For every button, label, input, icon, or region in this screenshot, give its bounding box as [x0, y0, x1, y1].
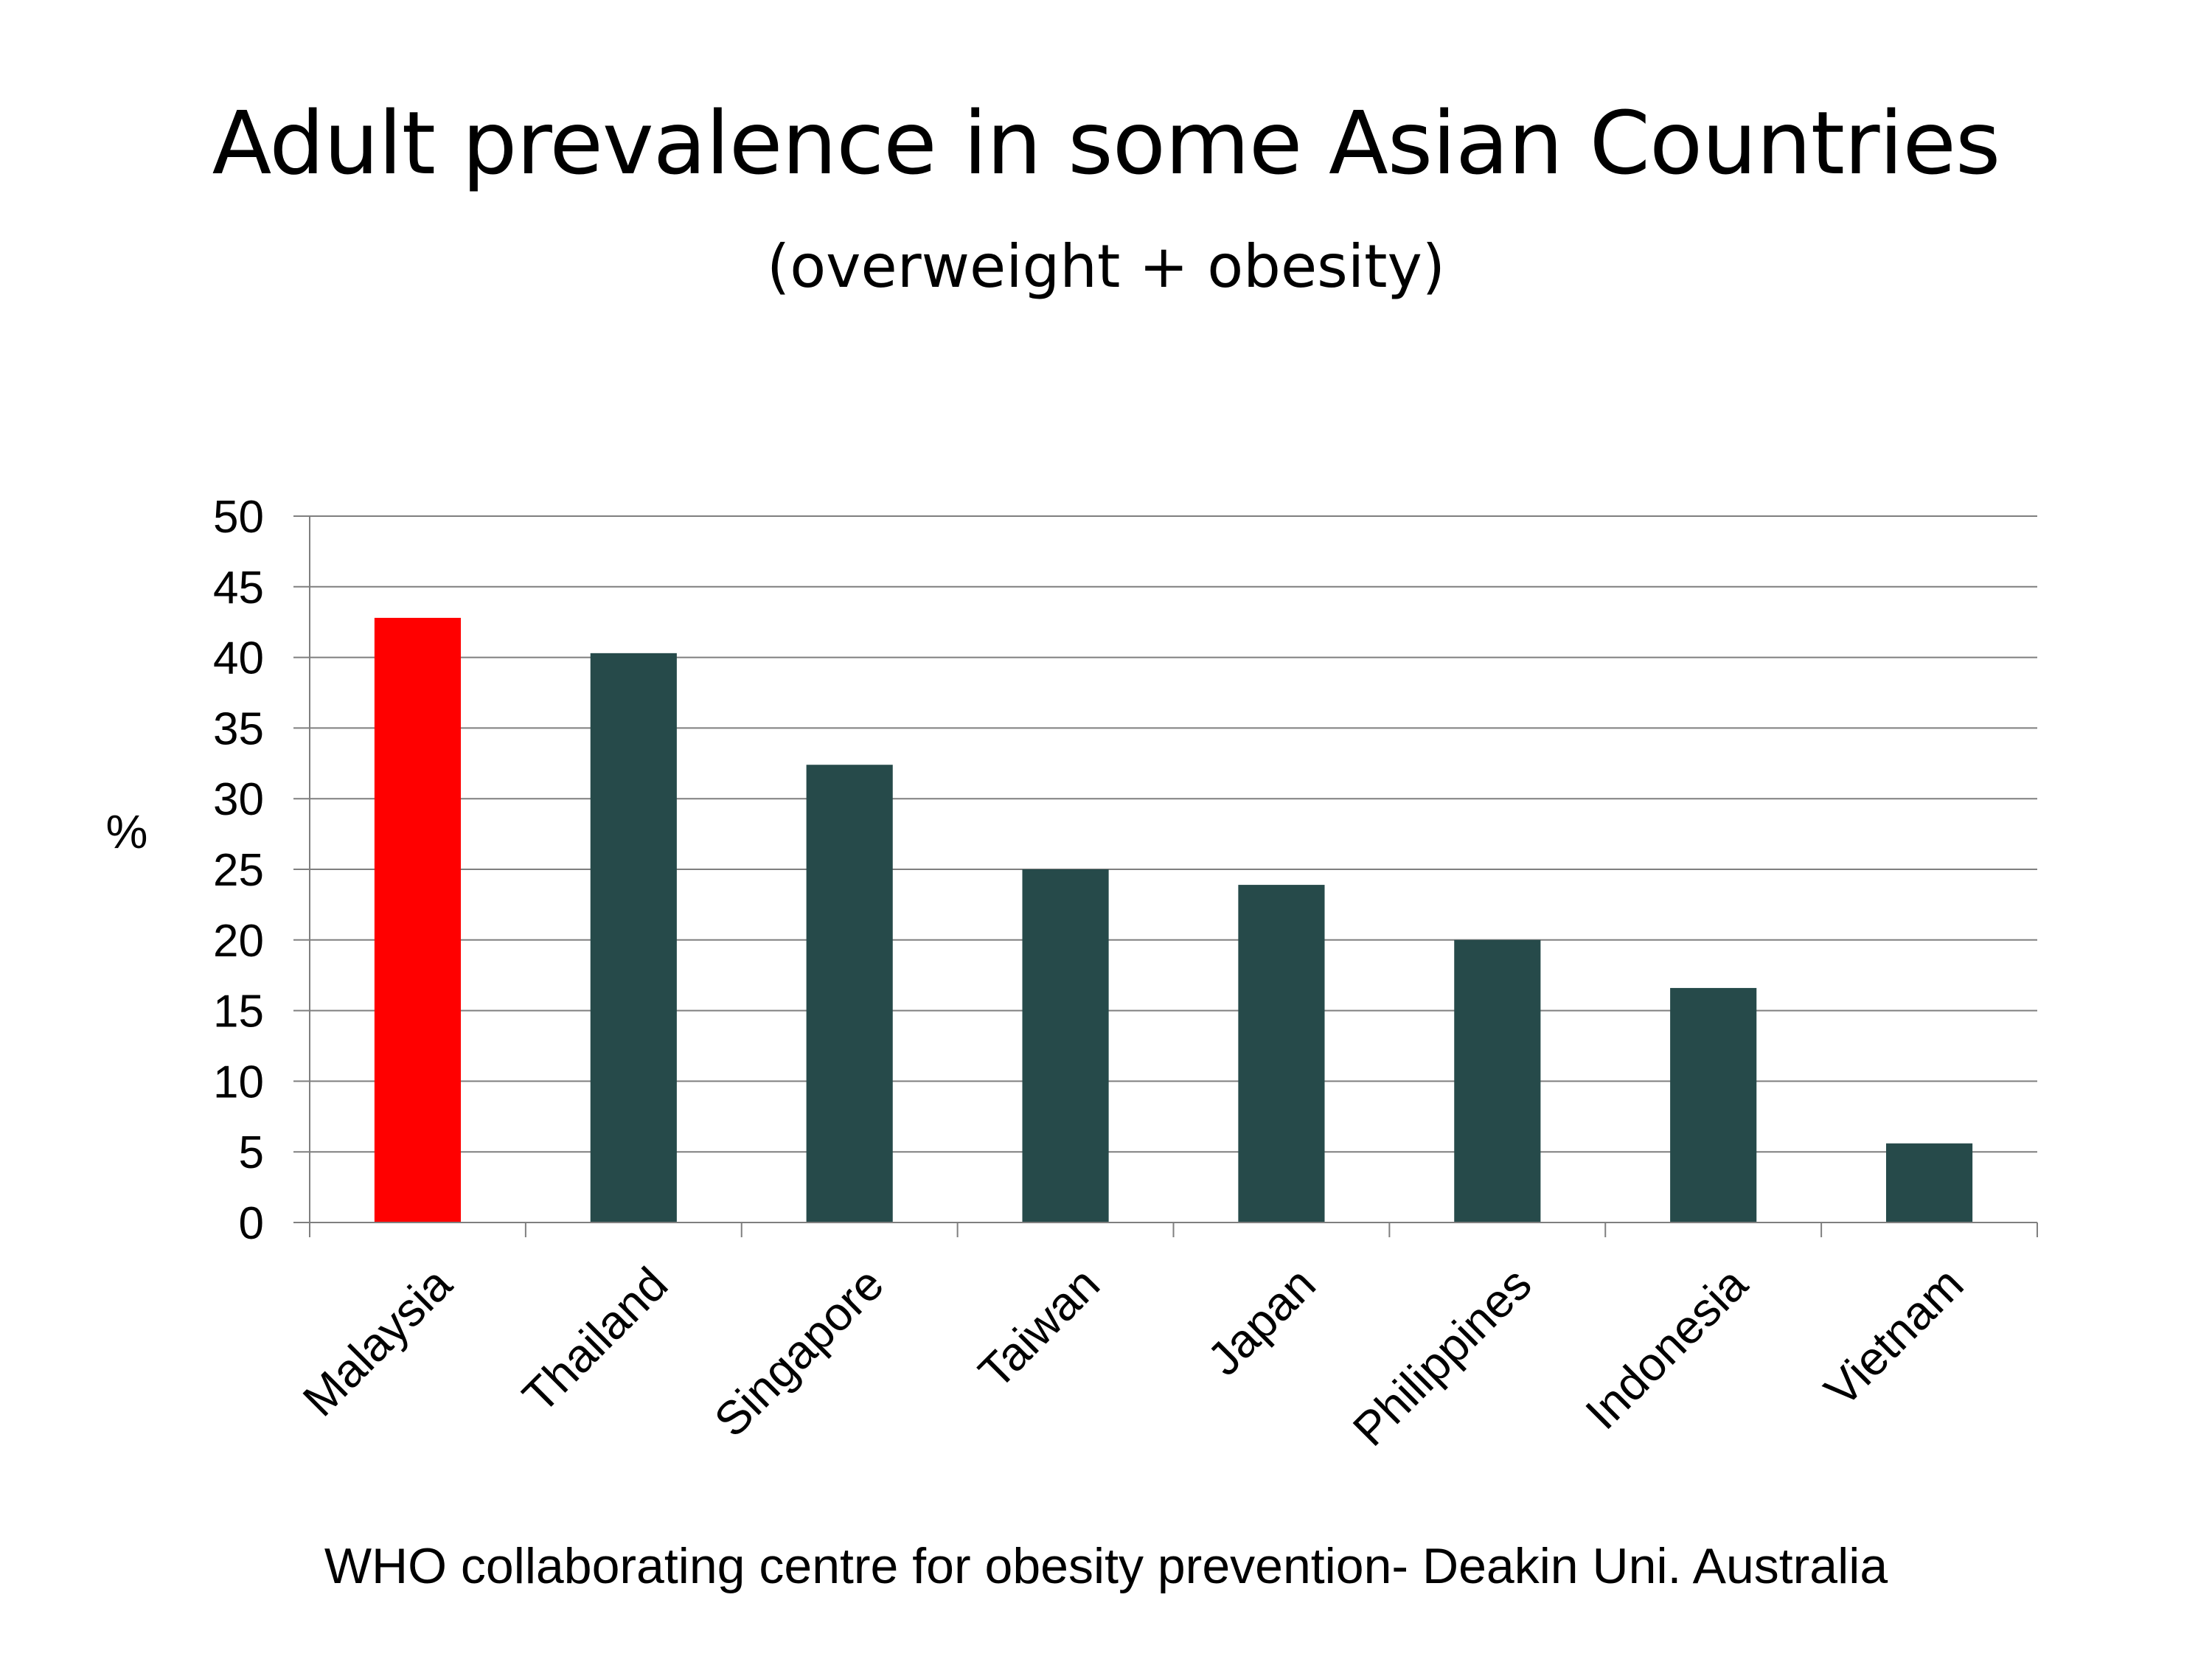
y-tick-label: 0: [239, 1198, 264, 1249]
x-tick-labels: Malaysia Thailand Singapore Taiwan Japan Phil…: [293, 1257, 1974, 1456]
y-tick-label: 25: [213, 845, 264, 896]
bar-vietnam: [1885, 1143, 1973, 1222]
bar-singapore: [806, 765, 893, 1222]
y-tick-label: 5: [239, 1127, 264, 1178]
x-tick-label: Singapore: [704, 1257, 894, 1447]
y-tick-label: 15: [213, 987, 264, 1037]
y-tick-label: 45: [213, 563, 264, 613]
y-axis-label: %: [106, 805, 148, 858]
x-tick-label: Thailand: [512, 1257, 678, 1423]
x-tick-label: Japan: [1197, 1257, 1326, 1385]
bar-taiwan: [1022, 869, 1109, 1222]
bar-malaysia: [374, 617, 462, 1222]
source-note: WHO collaborating centre for obesity pre…: [324, 1538, 1888, 1594]
x-tick-label: Philippines: [1343, 1257, 1542, 1456]
bar-thailand: [590, 653, 677, 1222]
slide-title: Adult prevalence in some Asian Countries: [212, 92, 2001, 194]
x-tick-label: Vietnam: [1814, 1257, 1973, 1416]
x-tick-label: Taiwan: [968, 1257, 1110, 1399]
y-tick-labels: 0 5 10 15 20 25 30 35 40 45 50: [213, 492, 264, 1249]
y-tick-label: 35: [213, 703, 264, 754]
x-tick-label: Indonesia: [1575, 1257, 1757, 1439]
bar-japan: [1238, 885, 1325, 1222]
y-tick-label: 40: [213, 633, 264, 684]
y-tick-label: 30: [213, 774, 264, 825]
slide-subtitle: (overweight + obesity): [767, 232, 1445, 301]
grid-lines: [310, 515, 2037, 1153]
bar-philippines: [1454, 939, 1541, 1222]
y-tick-label: 20: [213, 916, 264, 967]
bar-indonesia: [1670, 987, 1757, 1222]
bars: [374, 617, 1973, 1222]
y-tick-label: 10: [213, 1057, 264, 1107]
x-tick-label: Malaysia: [293, 1257, 462, 1427]
y-tick-label: 50: [213, 492, 264, 543]
axes: [293, 515, 2038, 1237]
